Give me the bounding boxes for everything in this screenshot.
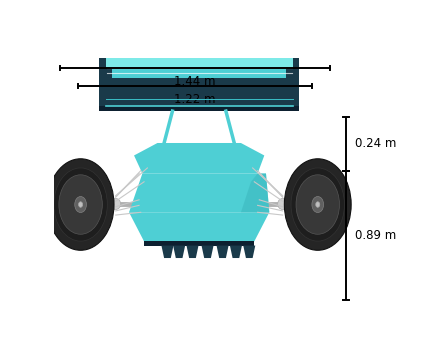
Polygon shape [129,174,269,212]
Polygon shape [99,105,299,111]
Polygon shape [161,246,173,258]
Ellipse shape [315,202,319,207]
Text: 1.44 m: 1.44 m [174,75,215,88]
Ellipse shape [59,175,102,234]
Polygon shape [216,246,228,258]
Text: 0.89 m: 0.89 m [355,229,396,242]
Polygon shape [134,143,264,174]
Ellipse shape [311,197,323,212]
Polygon shape [129,212,269,242]
Polygon shape [243,246,255,258]
Polygon shape [105,58,292,68]
Polygon shape [144,242,254,246]
Ellipse shape [78,202,83,207]
Polygon shape [186,246,198,258]
Polygon shape [240,174,269,212]
Polygon shape [286,58,299,105]
Polygon shape [105,58,292,78]
Ellipse shape [47,159,114,250]
Polygon shape [173,246,185,258]
Text: 1.22 m: 1.22 m [174,93,215,106]
Text: 0.24 m: 0.24 m [355,137,396,150]
Ellipse shape [111,198,120,210]
Polygon shape [229,246,241,258]
Ellipse shape [290,168,344,241]
Ellipse shape [284,159,350,250]
Ellipse shape [295,175,339,234]
Ellipse shape [277,198,287,210]
Ellipse shape [74,197,86,212]
Polygon shape [105,78,292,105]
Ellipse shape [54,168,107,241]
Polygon shape [201,246,213,258]
Polygon shape [99,58,112,105]
